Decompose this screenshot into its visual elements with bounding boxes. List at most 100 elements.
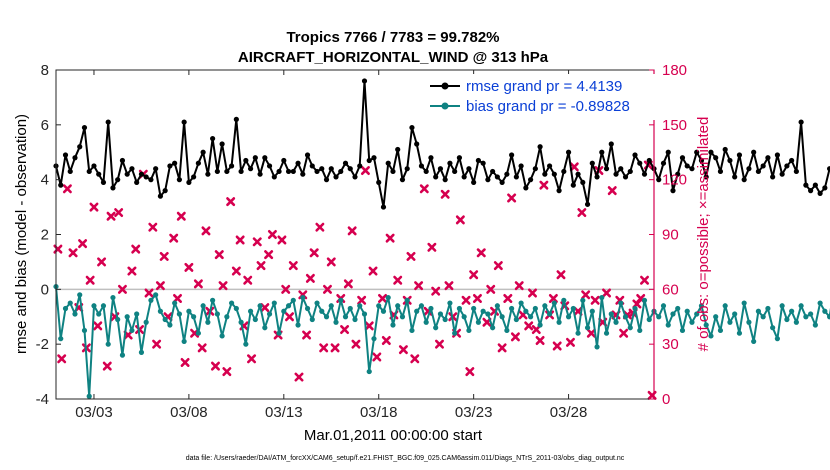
rmse-point bbox=[409, 124, 415, 131]
y-right-tick-label: 0 bbox=[662, 391, 670, 408]
bias-point bbox=[779, 303, 785, 309]
obs-count-marker bbox=[267, 230, 277, 239]
obs-count-marker bbox=[590, 295, 600, 305]
obs-count-marker bbox=[507, 193, 517, 203]
rmse-point bbox=[115, 177, 121, 183]
obs-count-marker bbox=[357, 295, 367, 305]
obs-count-dot bbox=[583, 293, 588, 297]
obs-count-marker bbox=[235, 235, 245, 245]
bias-point bbox=[793, 319, 799, 325]
rmse-point bbox=[309, 163, 315, 169]
obs-count-marker bbox=[535, 336, 545, 346]
obs-count-marker bbox=[548, 293, 558, 303]
obs-count-marker bbox=[531, 325, 541, 335]
bias-point bbox=[418, 303, 425, 309]
rmse-point bbox=[361, 78, 368, 84]
bias-point bbox=[499, 314, 505, 320]
bias-point bbox=[167, 322, 173, 328]
obs-count-marker bbox=[602, 288, 612, 298]
obs-count-marker bbox=[427, 242, 437, 252]
obs-count-marker bbox=[431, 286, 441, 296]
rmse-point bbox=[798, 119, 804, 125]
obs-count-marker bbox=[78, 239, 88, 249]
obs-count-dot bbox=[234, 269, 239, 273]
obs-count-marker bbox=[322, 284, 332, 294]
x-tick-label: 03/23 bbox=[455, 404, 493, 421]
obs-count-marker bbox=[123, 330, 133, 340]
obs-count-marker bbox=[243, 275, 253, 285]
obs-count-dot bbox=[593, 298, 597, 303]
bias-point bbox=[736, 330, 743, 336]
obs-count-dot bbox=[433, 289, 438, 293]
rmse-point bbox=[456, 155, 463, 161]
obs-count-dot bbox=[147, 291, 151, 295]
rmse-point bbox=[556, 188, 562, 194]
bias-point bbox=[808, 311, 814, 317]
obs-count-marker bbox=[330, 343, 340, 353]
obs-count-marker bbox=[159, 251, 169, 261]
obs-count-marker bbox=[469, 270, 479, 280]
bias-point bbox=[789, 308, 795, 314]
obs-count-marker bbox=[465, 367, 475, 377]
obs-count-dot bbox=[521, 313, 525, 317]
rmse-point bbox=[689, 166, 695, 172]
bias-point bbox=[694, 311, 700, 317]
obs-count-dot bbox=[416, 283, 421, 288]
bias-point bbox=[722, 303, 728, 309]
bias-point bbox=[148, 297, 154, 303]
obs-count-dot bbox=[600, 320, 605, 325]
obs-count-dot bbox=[409, 254, 413, 259]
bias-point bbox=[110, 294, 116, 301]
bias-point bbox=[247, 308, 254, 314]
rmse-point bbox=[660, 160, 667, 166]
y-axis-right-label: # of obs: o=possible; ×=assimilated bbox=[695, 117, 712, 352]
rmse-point bbox=[565, 149, 572, 155]
bias-point bbox=[717, 327, 724, 334]
obs-count-dot bbox=[325, 287, 330, 292]
rmse-point bbox=[480, 160, 486, 166]
bias-point bbox=[162, 316, 168, 323]
obs-count-marker bbox=[319, 343, 329, 353]
obs-count-marker bbox=[565, 337, 575, 347]
obs-count-marker bbox=[381, 336, 391, 346]
bias-point bbox=[276, 330, 282, 336]
obs-count-marker bbox=[294, 372, 304, 382]
obs-count-dot bbox=[572, 165, 577, 169]
rmse-point bbox=[532, 166, 538, 172]
obs-count-marker bbox=[393, 275, 403, 285]
chart-title-line2: AIRCRAFT_HORIZONTAL_WIND @ 313 hPa bbox=[238, 49, 549, 66]
rmse-point bbox=[452, 168, 458, 175]
obs-count-dot bbox=[333, 346, 337, 350]
obs-count-marker bbox=[556, 270, 566, 280]
x-tick-label: 03/18 bbox=[360, 404, 398, 421]
rmse-point bbox=[746, 166, 752, 172]
rmse-point bbox=[276, 168, 282, 175]
obs-count-marker bbox=[222, 367, 232, 377]
rmse-point bbox=[551, 171, 557, 177]
rmse-point bbox=[694, 149, 700, 155]
bias-point bbox=[257, 303, 263, 309]
obs-count-marker bbox=[264, 250, 274, 260]
rmse-point bbox=[347, 166, 353, 172]
rmse-point bbox=[518, 163, 524, 169]
bias-point bbox=[471, 305, 477, 312]
obs-count-dot bbox=[443, 192, 447, 197]
obs-count-dot bbox=[255, 240, 260, 244]
bias-point bbox=[665, 322, 671, 328]
obs-count-marker bbox=[309, 248, 319, 258]
bias-point bbox=[205, 319, 211, 325]
obs-count-dot bbox=[158, 283, 163, 288]
obs-count-dot bbox=[485, 320, 489, 325]
obs-count-marker bbox=[102, 361, 112, 371]
obs-count-dot bbox=[437, 342, 442, 346]
obs-count-marker bbox=[640, 275, 650, 285]
obs-count-dot bbox=[133, 247, 138, 251]
axis-layer: 03/03 03/08 03/13 03/18 03/23 03/28 -4 -2 0 2 4 6 8 0… bbox=[36, 62, 687, 421]
bias-point bbox=[219, 333, 225, 339]
bias-point bbox=[608, 311, 614, 317]
rmse-point bbox=[736, 152, 743, 158]
bias-point bbox=[798, 303, 804, 309]
rmse-point bbox=[580, 179, 586, 186]
obs-count-marker bbox=[152, 339, 162, 349]
rmse-point bbox=[542, 171, 548, 177]
